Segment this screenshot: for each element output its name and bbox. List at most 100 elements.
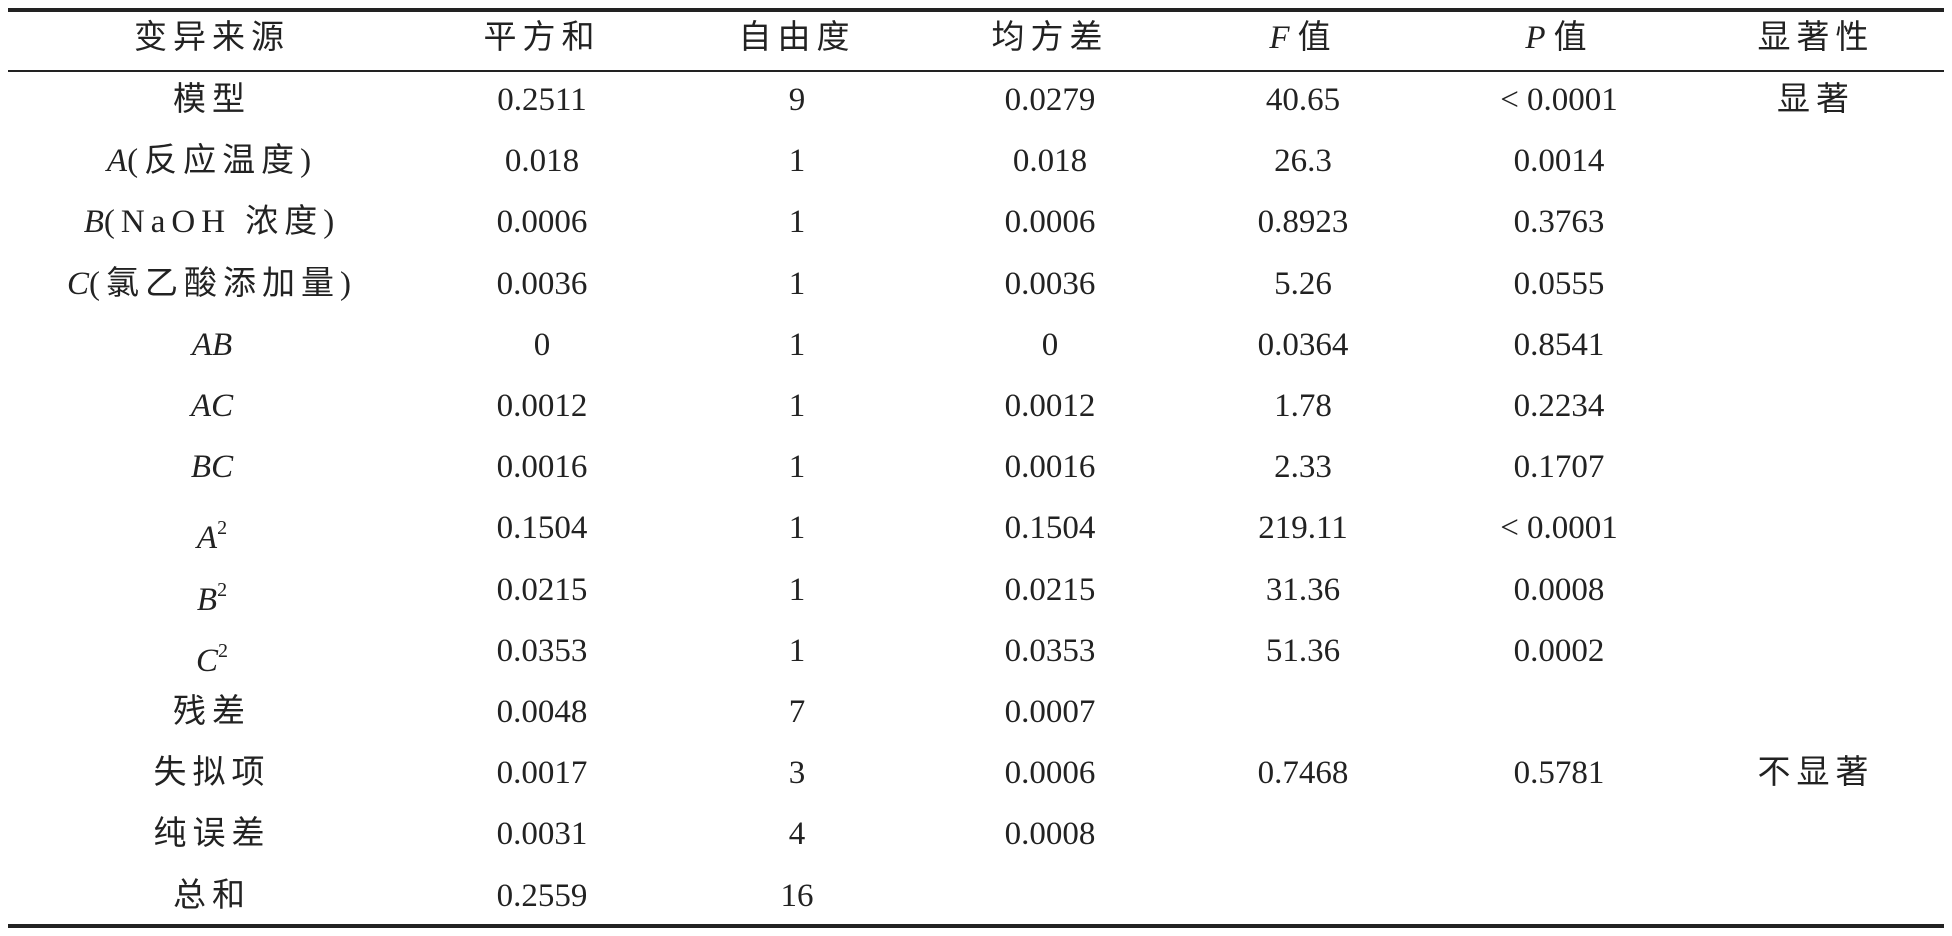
table-cell: 1	[788, 632, 806, 669]
table-cell: 0.018	[1012, 143, 1088, 180]
variable: C	[195, 642, 218, 679]
header-cell: 平方和	[483, 20, 601, 56]
table-cell: 219.11	[1258, 510, 1348, 547]
variable: B	[196, 581, 218, 618]
table-cell: 0.018	[504, 143, 580, 180]
table-cell: 0.0008	[1004, 816, 1096, 853]
table-cell: 0.0016	[1004, 449, 1096, 486]
table-cell: 0	[1041, 326, 1059, 363]
table-cell: C(氯乙酸添加量)	[62, 264, 362, 304]
table-cell: 0.1707	[1513, 449, 1605, 486]
table-cell: 0	[533, 326, 551, 363]
label-text: 值	[1297, 20, 1337, 56]
table-cell: 1.78	[1274, 388, 1332, 424]
table-cell: 0.5781	[1513, 755, 1605, 792]
table-cell: 1	[788, 326, 806, 363]
table-cell: B2	[62, 570, 362, 620]
table-cell: 0.0555	[1513, 265, 1605, 302]
label-text: 值	[1553, 20, 1593, 56]
table-cell: < 0.0001	[1500, 510, 1618, 547]
table-cell: 0.0016	[496, 449, 588, 486]
bottom-rule	[8, 924, 1944, 928]
label-text: (NaOH 浓度)	[103, 204, 341, 241]
table-cell: 0.8923	[1257, 204, 1349, 241]
table-cell: 2.33	[1274, 449, 1332, 486]
table-cell: 0.0014	[1513, 143, 1605, 180]
table-cell: 9	[788, 82, 806, 118]
table-cell: 1	[788, 388, 806, 424]
variable: F	[1269, 20, 1290, 56]
table-cell: 0.0006	[1004, 204, 1096, 241]
variable: A	[106, 143, 128, 180]
table-cell: BC	[62, 447, 362, 487]
table-cell: 纯误差	[153, 816, 271, 853]
header-cell: 均方差	[991, 20, 1109, 56]
table-cell: 0.2234	[1513, 388, 1605, 424]
table-cell: A(反应温度)	[62, 141, 362, 181]
superscript: 2	[217, 578, 228, 601]
table-cell: 总和	[173, 877, 251, 914]
table-cell: 1	[788, 571, 806, 608]
top-rule	[8, 8, 1944, 12]
table-cell: 0.0215	[1004, 571, 1096, 608]
table-cell: 0.1504	[496, 510, 588, 547]
table-cell: 0.3763	[1513, 204, 1605, 241]
label-text: (氯乙酸添加量)	[89, 265, 357, 302]
table-cell: 0.0215	[496, 571, 588, 608]
table-cell: 0.0008	[1513, 571, 1605, 608]
table-cell: 0.0017	[496, 755, 588, 792]
table-cell: 0.0048	[496, 694, 588, 730]
table-cell: 5.26	[1274, 265, 1332, 302]
table-cell: 0.0006	[1004, 755, 1096, 792]
table-cell: 40.65	[1265, 82, 1341, 118]
table-cell: 1	[788, 510, 806, 547]
table-cell: 0.0353	[1004, 632, 1096, 669]
table-cell: B(NaOH 浓度)	[62, 202, 362, 242]
table-cell: 7	[788, 694, 806, 730]
label-text: (反应温度)	[127, 143, 318, 180]
table-cell: 0.2559	[496, 877, 588, 914]
superscript: 2	[217, 517, 228, 540]
variable: C	[67, 265, 90, 302]
table-cell: 不显著	[1757, 755, 1875, 792]
variable: A	[196, 520, 218, 557]
table-cell: 1	[788, 143, 806, 180]
header-cell: 显著性	[1757, 20, 1875, 56]
table-cell: 4	[788, 816, 806, 853]
table-cell: 16	[780, 877, 814, 914]
table-cell: 0.0031	[496, 816, 588, 853]
table-cell: 1	[788, 204, 806, 241]
table-cell: C2	[62, 631, 362, 681]
table-cell: 51.36	[1265, 632, 1341, 669]
table-cell: 0.2511	[497, 82, 587, 118]
table-cell: 0.0353	[496, 632, 588, 669]
header-rule	[8, 70, 1944, 72]
table-cell: 显著	[1777, 82, 1855, 118]
table-cell: 模型	[173, 82, 251, 118]
table-cell: AC	[62, 386, 362, 426]
table-cell: 0.0279	[1004, 82, 1096, 118]
table-cell: < 0.0001	[1500, 82, 1618, 118]
table-cell: 0.0012	[496, 388, 588, 424]
table-cell: 1	[788, 449, 806, 486]
variable: P	[1525, 20, 1546, 56]
table-cell: 0.0006	[496, 204, 588, 241]
table-cell: 31.36	[1265, 571, 1341, 608]
variable: AC	[190, 388, 234, 424]
table-cell: 0.0036	[1004, 265, 1096, 302]
header-cell: 变异来源	[134, 20, 290, 56]
table-cell: 残差	[173, 694, 251, 730]
table-cell: A2	[62, 508, 362, 558]
variable: AB	[191, 326, 233, 363]
table-cell: 0.0007	[1004, 694, 1096, 730]
table-cell: 0.1504	[1004, 510, 1096, 547]
table-cell: 0.0012	[1004, 388, 1096, 424]
table-cell: 3	[788, 755, 806, 792]
variable: BC	[190, 449, 234, 486]
table-cell: 0.8541	[1513, 326, 1605, 363]
table-cell: 0.0002	[1513, 632, 1605, 669]
table-cell: 0.0364	[1257, 326, 1349, 363]
